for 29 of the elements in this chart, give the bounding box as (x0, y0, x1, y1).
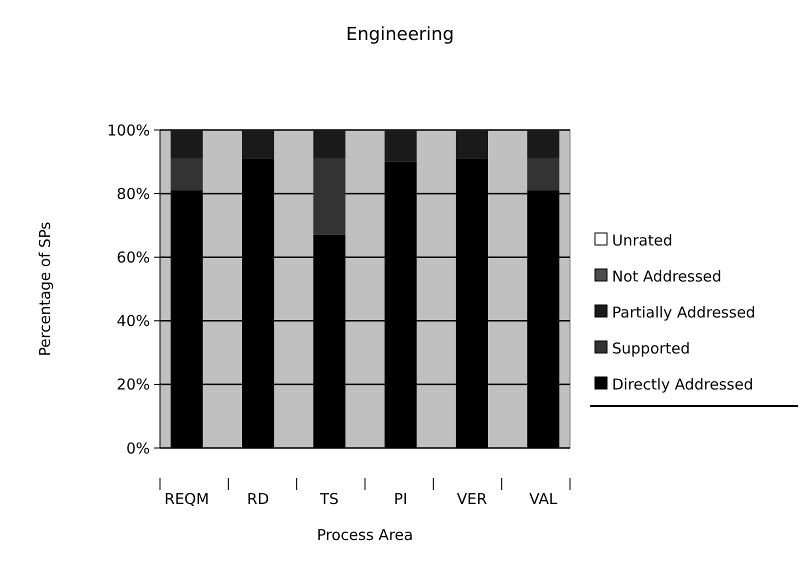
bar (384, 130, 417, 162)
bar (527, 158, 560, 190)
y-tick-label: 20% (116, 376, 150, 394)
x-tick-label: TS (319, 490, 339, 508)
y-tick-label: 60% (116, 248, 150, 266)
bar (170, 130, 203, 159)
x-tick-label: RD (247, 490, 270, 508)
bar (313, 158, 346, 235)
y-tick-label: 0% (126, 439, 150, 458)
legend-label: Partially Addressed (612, 303, 756, 322)
legend-label: Not Addressed (612, 267, 722, 286)
chart-title: Engineering (346, 24, 454, 45)
legend-label: Directly Addressed (612, 375, 754, 394)
x-tick-label: VER (456, 490, 488, 508)
x-tick-label: VAL (529, 490, 558, 508)
bar (313, 130, 346, 159)
legend-label: Supported (612, 339, 690, 358)
y-tick-label: 80% (116, 184, 150, 203)
x-tick-label: REQM (164, 490, 210, 508)
bar (456, 130, 488, 159)
legend-label: Unrated (612, 231, 672, 250)
bar (170, 158, 203, 190)
x-tick-label: PI (394, 490, 408, 508)
bar (242, 130, 274, 159)
y-axis-title: Percentage of SPs (36, 222, 54, 356)
y-tick-label: 100% (107, 121, 150, 140)
x-axis-title: Process Area (316, 526, 414, 544)
y-tick-label: 40% (116, 312, 150, 330)
bar (527, 130, 560, 159)
